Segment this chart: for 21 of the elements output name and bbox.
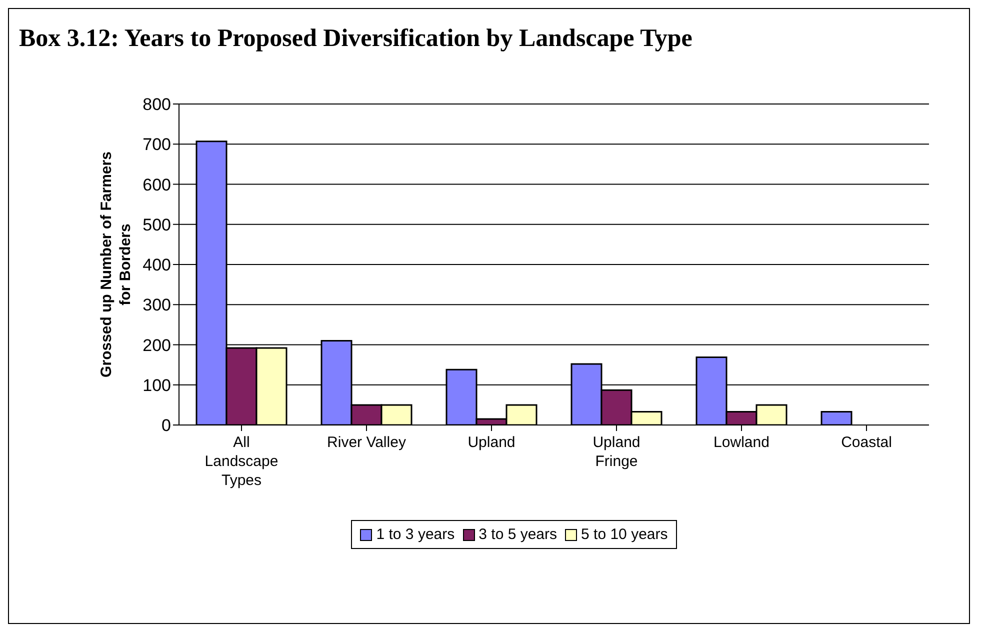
y-tick-label: 0	[162, 416, 171, 436]
y-tick-label: 300	[142, 296, 171, 315]
y-tick-label: 800	[142, 95, 171, 114]
y-tick-label: 700	[142, 135, 171, 154]
y-tick-label: 100	[142, 376, 171, 395]
x-tick-label: River Valley	[327, 434, 406, 451]
legend-label: 5 to 10 years	[580, 526, 668, 543]
chart-title: Box 3.12: Years to Proposed Diversification by Landscape Type	[19, 25, 692, 53]
x-tick-label: Lowland	[714, 434, 770, 451]
legend-label: 1 to 3 years	[375, 526, 455, 543]
x-tick-label: Upland Fringe	[592, 434, 640, 470]
y-tick-label: 500	[142, 215, 171, 234]
x-tick-label: All Landscape Types	[204, 434, 278, 489]
bar	[820, 411, 852, 425]
y-tick-label: 200	[142, 336, 171, 355]
y-tick-label: 400	[142, 256, 171, 275]
y-axis-title: Grossed up Number of Farmers for Borders	[98, 152, 134, 378]
x-tick-label: Upland	[468, 434, 516, 451]
y-tick-label: 600	[142, 175, 171, 194]
x-tick-label: Coastal	[841, 434, 892, 451]
legend-label: 3 to 5 years	[478, 526, 558, 543]
